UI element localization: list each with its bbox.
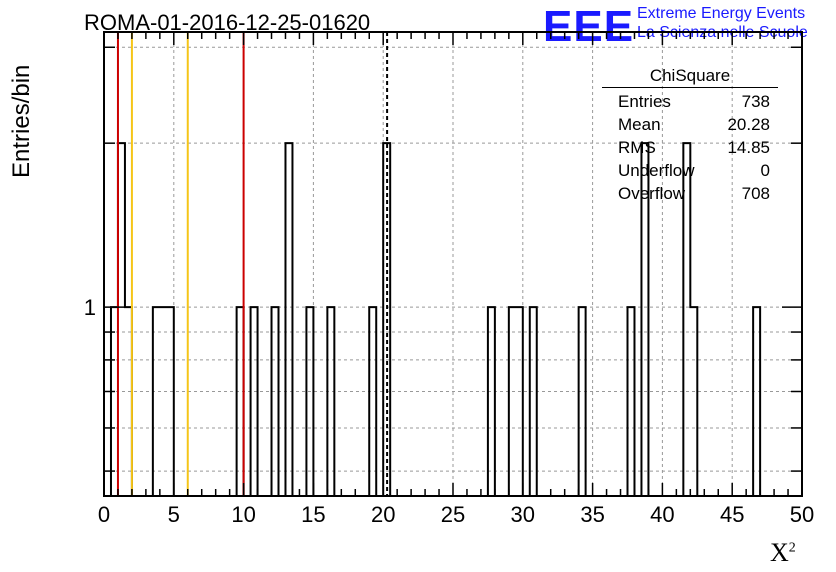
histogram-bin	[530, 307, 537, 496]
x-axis-label-base: X	[770, 538, 789, 567]
histogram-bin	[118, 143, 125, 496]
chart-title: ROMA-01-2016-12-25-01620	[84, 10, 371, 35]
stats-label: Underflow	[618, 161, 695, 180]
histogram-bin	[125, 307, 132, 496]
x-tick-label: 30	[511, 502, 535, 527]
histogram-bin	[753, 307, 760, 496]
stats-label: Overflow	[618, 184, 686, 203]
stats-label: Mean	[618, 115, 661, 134]
histogram-bin	[509, 307, 516, 496]
x-tick-label: 5	[168, 502, 180, 527]
histogram-bin	[272, 307, 279, 496]
x-tick-label: 25	[441, 502, 465, 527]
stats-row-overflow: Overflow 708	[610, 182, 778, 205]
logo-text-line1: Extreme Energy Events	[637, 5, 806, 22]
histogram-bin	[160, 307, 167, 496]
histogram-bin	[111, 307, 118, 496]
histogram-bin	[516, 307, 523, 496]
stats-row-entries: Entries 738	[610, 90, 778, 113]
x-tick-label: 35	[580, 502, 604, 527]
x-tick-label: 20	[371, 502, 395, 527]
stats-value: 0	[760, 161, 770, 180]
x-axis-label-sup: 2	[788, 540, 796, 556]
eee-logo: EEE	[543, 2, 635, 51]
histogram-bin	[579, 307, 586, 496]
histogram-bin	[628, 307, 635, 496]
x-tick-label: 50	[790, 502, 814, 527]
stats-value: 20.28	[727, 115, 770, 134]
stats-value: 738	[741, 92, 770, 111]
x-tick-label: 45	[720, 502, 744, 527]
histogram-bin	[167, 307, 174, 496]
y-tick-label: 1	[84, 295, 96, 320]
histogram-bin	[369, 307, 376, 496]
histogram-bin	[251, 307, 258, 496]
stats-label: Entries	[618, 92, 671, 111]
x-tick-label: 15	[301, 502, 325, 527]
histogram-bin	[488, 307, 495, 496]
x-tick-label: 40	[650, 502, 674, 527]
histogram-bin	[153, 307, 160, 496]
stats-box: ChiSquare Entries 738 Mean 20.28 RMS 14.85 …	[602, 66, 778, 205]
histogram-bin	[327, 307, 334, 496]
histogram-bin	[690, 307, 697, 496]
x-tick-label: 0	[98, 502, 110, 527]
histogram-bin	[237, 307, 244, 496]
stats-value: 14.85	[727, 138, 770, 157]
stats-row-underflow: Underflow 0	[610, 159, 778, 182]
histogram-bin	[285, 143, 292, 496]
stats-value: 708	[741, 184, 770, 203]
stats-box-name: ChiSquare	[602, 66, 778, 88]
x-axis-label: X2	[770, 538, 796, 568]
histogram-bin	[306, 307, 313, 496]
x-tick-label: 10	[231, 502, 255, 527]
stats-row-mean: Mean 20.28	[610, 113, 778, 136]
stats-label: RMS	[618, 138, 656, 157]
stats-row-rms: RMS 14.85	[610, 136, 778, 159]
